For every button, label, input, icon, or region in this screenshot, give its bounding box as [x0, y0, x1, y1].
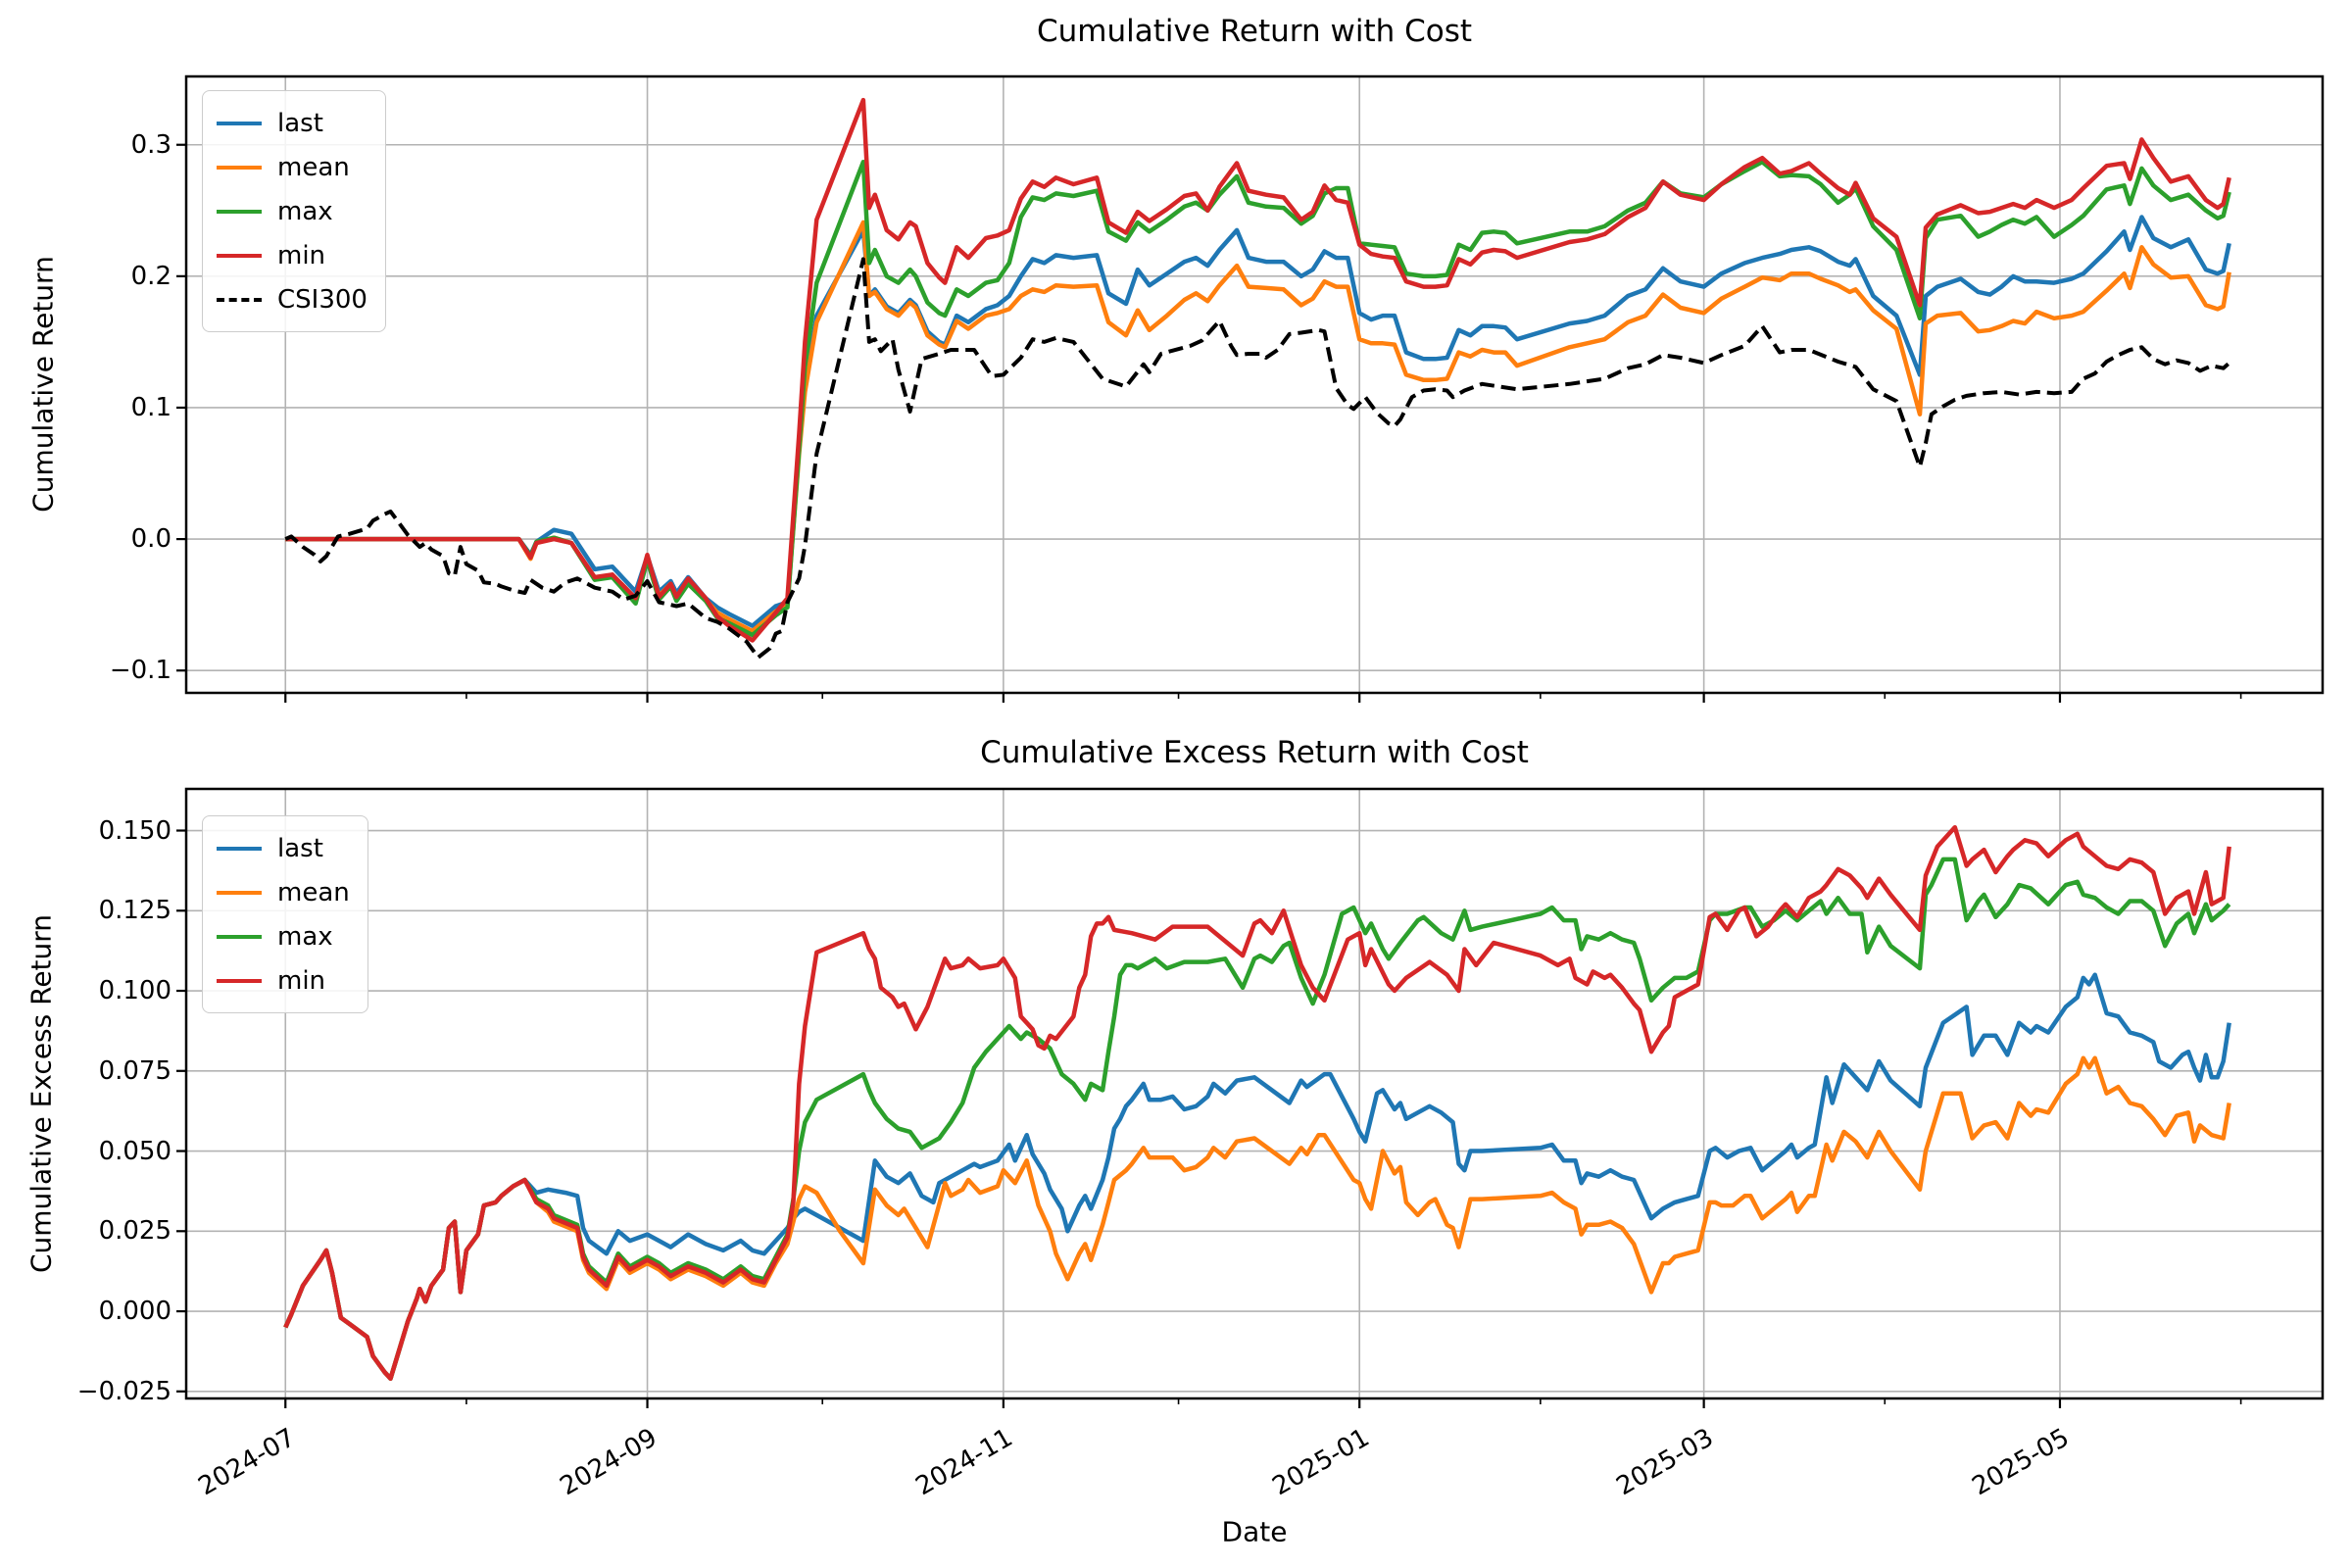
legend-label: max [277, 921, 333, 952]
series-line-mean [283, 1055, 2231, 1381]
y-tick-label: 0.000 [98, 1297, 172, 1327]
legend-entry-mean: mean [217, 870, 350, 914]
legend-entry-max: max [217, 914, 350, 958]
series-line-max [283, 857, 2231, 1381]
top-legend: last mean max min CSI300 [202, 90, 386, 332]
series-line-last [283, 972, 2231, 1381]
series-line-min [285, 97, 2231, 643]
series-line-CSI300 [284, 257, 2231, 660]
series-line-max [285, 159, 2231, 638]
legend-entry-last: last [217, 101, 368, 145]
legend-label: mean [277, 877, 350, 907]
legend-entry-CSI300: CSI300 [217, 277, 368, 321]
legend-label: mean [277, 152, 350, 182]
y-tick-label: 0.1 [130, 392, 172, 422]
y-tick-label: 0.125 [98, 896, 172, 926]
legend-line-sample [217, 165, 262, 170]
legend-entry-min: min [217, 958, 350, 1003]
legend-line-sample [217, 978, 262, 983]
legend-entry-min: min [217, 233, 368, 277]
series-line-min [283, 824, 2231, 1381]
y-tick-label: 0.050 [98, 1136, 172, 1166]
y-tick-label: 0.0 [130, 524, 172, 555]
y-tick-label: 0.100 [98, 976, 172, 1006]
y-tick-label: 0.2 [130, 261, 172, 291]
legend-line-sample [217, 209, 262, 214]
x-axis-label: Date [1221, 1515, 1288, 1548]
legend-line-sample [217, 934, 262, 939]
top-y-axis-label: Cumulative Return [26, 256, 60, 513]
y-tick-label: 0.3 [130, 129, 172, 160]
legend-label: last [277, 108, 323, 138]
legend-line-sample [217, 297, 262, 302]
bottom-panel-title: Cumulative Excess Return with Cost [980, 735, 1529, 770]
legend-entry-last: last [217, 826, 350, 870]
y-tick-label: −0.1 [109, 656, 172, 686]
legend-label: max [277, 196, 333, 226]
legend-line-sample [217, 121, 262, 125]
legend-label: CSI300 [277, 284, 368, 315]
legend-entry-mean: mean [217, 145, 368, 189]
legend-line-sample [217, 846, 262, 851]
series-line-last [285, 215, 2231, 628]
bottom-legend: last mean max min [202, 815, 368, 1013]
legend-label: last [277, 833, 323, 863]
legend-line-sample [217, 890, 262, 895]
y-tick-label: 0.025 [98, 1216, 172, 1247]
series-line-mean [285, 220, 2231, 634]
y-tick-label: 0.075 [98, 1055, 172, 1086]
legend-line-sample [217, 253, 262, 258]
legend-label: min [277, 965, 326, 996]
legend-entry-max: max [217, 189, 368, 233]
legend-label: min [277, 240, 326, 270]
top-panel-title: Cumulative Return with Cost [1036, 14, 1473, 49]
y-tick-label: −0.025 [76, 1376, 172, 1406]
y-tick-label: 0.150 [98, 815, 172, 846]
